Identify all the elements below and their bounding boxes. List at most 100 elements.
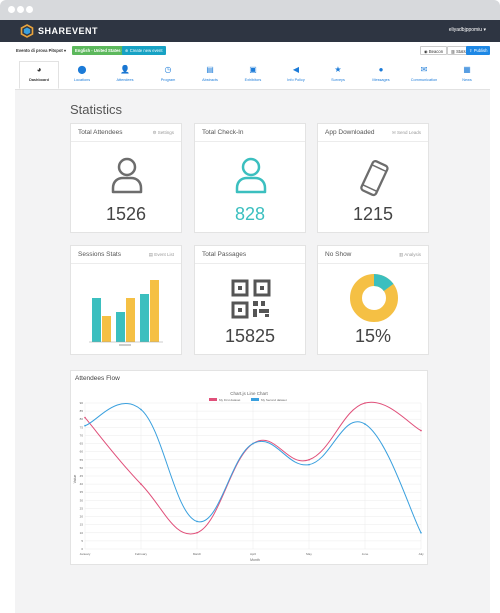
data-point[interactable]: [420, 531, 422, 534]
total-checkin-value: 828: [234, 204, 266, 224]
y-tick-label: 60: [80, 450, 84, 454]
tab-info-policy[interactable]: ◀ Info Policy: [276, 62, 316, 88]
legend-label[interactable]: My First dataset: [219, 398, 241, 402]
bar-chart-icon: [89, 280, 163, 346]
data-point[interactable]: [140, 483, 142, 485]
card-title: No Show: [325, 251, 352, 258]
card-header: App Downloaded ✉ Send Leads: [318, 124, 428, 142]
x-tick-label: March: [193, 552, 202, 556]
logo[interactable]: SHAREVENT: [20, 24, 98, 38]
donut-chart-icon: [350, 274, 398, 322]
toolbar: Evento di prova Pitspot ▾ English - Unit…: [0, 42, 500, 58]
y-tick-label: 25: [80, 506, 84, 510]
send-leads-label: Send Leads: [396, 130, 421, 135]
tab-label: Info Policy: [287, 78, 305, 82]
y-tick-label: 40: [80, 482, 84, 486]
tab-label: Abstracts: [202, 78, 218, 82]
sessions-stats-card: Sessions Stats ▤ Event List: [70, 245, 182, 355]
event-select-label: Evento di prova Pitspot: [16, 48, 63, 53]
user-menu[interactable]: eliyadbjppomiu ▾: [448, 27, 486, 33]
tab-exhibitors[interactable]: ▣ Exhibitors: [233, 62, 273, 88]
y-tick-label: 5: [81, 539, 83, 543]
tab-messages[interactable]: ● Messages: [361, 62, 401, 88]
analysis-link[interactable]: ▥ Analysis: [398, 252, 421, 257]
data-point[interactable]: [308, 463, 310, 466]
app-name: SHAREVENT: [38, 26, 99, 36]
x-tick-label: January: [80, 552, 91, 556]
beacon-button[interactable]: ◉ Beacon: [420, 46, 448, 55]
tab-label: Exhibitors: [244, 78, 262, 82]
data-point[interactable]: [84, 424, 86, 427]
x-tick-label: July: [418, 552, 424, 556]
language-select[interactable]: English - United States ▾: [72, 46, 127, 55]
data-point[interactable]: [196, 520, 198, 523]
data-point[interactable]: [196, 531, 198, 534]
data-point[interactable]: [252, 442, 254, 445]
page-title: Statistics: [70, 102, 123, 117]
x-tick-label: April: [250, 552, 256, 556]
person-icon: 👤: [120, 65, 130, 74]
tab-program[interactable]: ◷ Program: [148, 62, 188, 88]
legend-swatch: [251, 398, 259, 401]
y-tick-label: 45: [80, 474, 84, 478]
settings-link[interactable]: ⚙ Settings: [152, 130, 174, 135]
card-title: Total Passages: [202, 251, 247, 258]
tab-communication[interactable]: ✉ Communication: [404, 62, 444, 88]
tab-news[interactable]: ▦ News: [447, 62, 487, 88]
app-downloaded-card: App Downloaded ✉ Send Leads 1215: [317, 123, 429, 233]
event-list-link[interactable]: ▤ Event List: [148, 252, 174, 257]
x-axis: January February March April May June July: [80, 552, 425, 556]
chart-grid: [84, 402, 422, 550]
language-select-label: English - United States: [75, 48, 121, 53]
y-tick-label: 50: [80, 466, 84, 470]
chart-title: Chart.js Line Chart: [230, 391, 268, 396]
window-dot-icon[interactable]: [17, 6, 24, 13]
card-header: Total Check-In: [195, 124, 305, 142]
publish-button[interactable]: ⇪ Publish: [466, 46, 491, 55]
data-point[interactable]: [140, 408, 142, 411]
window-dot-icon[interactable]: [8, 6, 15, 13]
person-icon: [235, 157, 267, 194]
data-point[interactable]: [420, 429, 422, 432]
tab-label: News: [462, 78, 472, 82]
no-show-card: No Show ▥ Analysis 15%: [317, 245, 429, 355]
total-attendees-card: Total Attendees ⚙ Settings 1526: [70, 123, 182, 233]
tab-attendees[interactable]: 👤 Attendees: [105, 62, 145, 88]
card-header: Total Attendees ⚙ Settings: [71, 124, 181, 142]
tab-abstracts[interactable]: ▤ Abstracts: [190, 62, 230, 88]
person-icon: [111, 157, 143, 194]
y-axis: 0 5 10 15 20 25 30 35 40 45 50 55 60 65 70 75 80 85 90: [80, 401, 84, 551]
send-leads-link[interactable]: ✉ Send Leads: [391, 130, 421, 135]
card-title: Sessions Stats: [78, 251, 121, 258]
y-tick-label: 0: [81, 547, 83, 551]
dashboard-icon: ◕: [36, 65, 42, 74]
document-icon: ▤: [206, 65, 214, 74]
settings-label: Settings: [157, 130, 174, 135]
tab-dashboard[interactable]: ◕ Dashboard: [19, 61, 59, 89]
total-attendees-value: 1526: [105, 204, 147, 224]
legend-swatch: [209, 398, 217, 401]
total-passages-value: 15825: [224, 326, 276, 346]
data-point[interactable]: [364, 423, 366, 425]
data-point[interactable]: [364, 402, 366, 404]
window-dot-icon[interactable]: [26, 6, 33, 13]
news-icon: ▦: [463, 65, 471, 74]
create-event-button[interactable]: ⊕ Create new event: [122, 46, 166, 55]
legend-label[interactable]: My Second dataset: [261, 398, 287, 402]
beacon-label: Beacon: [428, 49, 444, 54]
y-tick-label: 55: [80, 458, 84, 462]
tab-locations[interactable]: ⬤ Locations: [62, 62, 102, 88]
tab-label: Dashboard: [29, 78, 49, 82]
y-tick-label: 30: [80, 498, 84, 502]
y-tick-label: 75: [80, 425, 84, 429]
data-point[interactable]: [84, 416, 86, 419]
attendees-flow-card: Attendees Flow Chart.js Line Chart My Fi…: [70, 370, 428, 565]
no-show-value: 15%: [354, 326, 392, 346]
analysis-label: Analysis: [404, 252, 421, 257]
event-list-label: Event List: [154, 252, 174, 257]
tab-surveys[interactable]: ★ Surveys: [318, 62, 358, 88]
data-point[interactable]: [308, 458, 310, 461]
y-tick-label: 10: [80, 531, 84, 535]
event-select[interactable]: Evento di prova Pitspot ▾: [16, 48, 67, 53]
card-header: Sessions Stats ▤ Event List: [71, 246, 181, 264]
